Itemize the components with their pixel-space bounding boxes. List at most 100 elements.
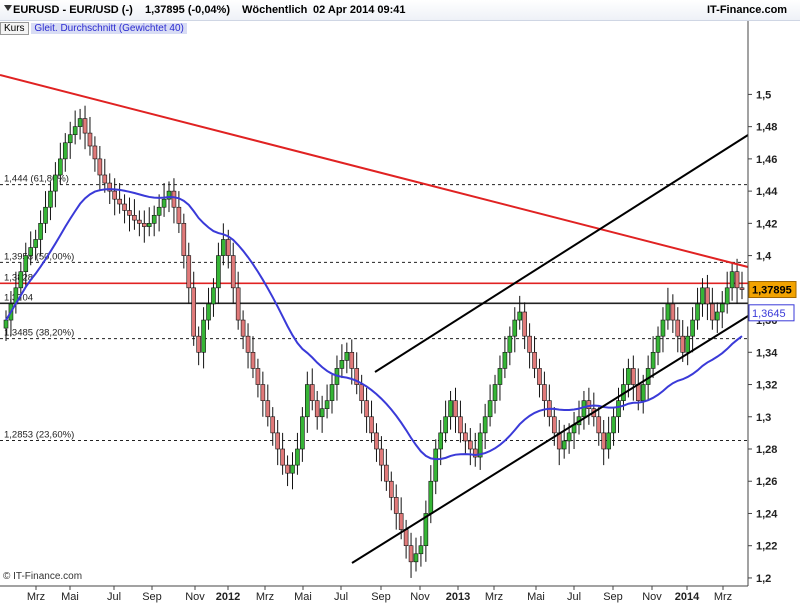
candle-body (428, 480, 434, 514)
candle-body (235, 287, 241, 321)
candle-body (626, 368, 631, 385)
candle-body (581, 400, 587, 418)
candle-body (482, 416, 488, 434)
candle-body (58, 158, 63, 176)
last-price-badge (748, 281, 797, 299)
candle-body (710, 303, 715, 321)
candle-body (680, 335, 686, 353)
candle-body (522, 311, 527, 337)
candle-body (685, 335, 690, 353)
candle-body (472, 448, 478, 458)
y-tick-label: 1,46 (756, 154, 777, 166)
candle-body (166, 190, 172, 200)
x-tick-label: Mrz (485, 591, 503, 603)
candle-body (596, 416, 602, 434)
candle-body (413, 553, 419, 563)
x-tick-label: Mai (294, 591, 312, 603)
candle-body (309, 384, 315, 401)
candle-body (487, 400, 493, 418)
candle-body (349, 351, 355, 369)
candle-body (62, 142, 68, 160)
candle-body (660, 319, 666, 337)
candle-body (601, 432, 606, 450)
candle-body (102, 174, 108, 184)
legend-moving-average[interactable]: Gleit. Durchschnitt (Gewichtet 40) (31, 23, 187, 34)
candle-body (705, 287, 710, 305)
candle-body (112, 190, 117, 200)
candle-body (388, 480, 394, 498)
candle-body (3, 319, 9, 329)
x-tick-label: Mrz (256, 591, 274, 603)
candle-body (230, 255, 236, 289)
symbol-dropdown-icon[interactable] (4, 5, 12, 11)
symbol-title[interactable]: EURUSD - EUR/USD (-) (13, 4, 133, 16)
candle-body (156, 206, 162, 216)
candle-body (18, 271, 24, 289)
candle-body (635, 384, 641, 401)
candle-body (670, 303, 676, 321)
y-tick-label: 1,24 (756, 508, 778, 520)
candle-body (344, 351, 350, 361)
candle-body (48, 190, 53, 208)
candle-body (216, 255, 221, 289)
candle-body (408, 545, 414, 563)
candle-body (690, 319, 695, 337)
candle-body (403, 529, 409, 547)
y-tick-label: 1,44 (756, 186, 778, 198)
candle-body (561, 440, 567, 450)
candle-body (275, 432, 280, 450)
candle-body (650, 351, 656, 369)
candle-body (146, 223, 152, 227)
candle-body (463, 432, 468, 442)
x-tick-label: Sep (603, 591, 623, 603)
candle-body (53, 174, 58, 192)
candle-body (201, 319, 206, 353)
candle-body (319, 408, 325, 418)
y-tick-label: 1,22 (756, 541, 777, 553)
candle-body (280, 448, 285, 466)
moving-average-line (5, 188, 743, 461)
candle-body (245, 335, 251, 353)
candle-body (43, 206, 48, 224)
candle-body (329, 384, 335, 401)
candle-body (117, 198, 122, 205)
y-tick-label: 1,3 (756, 412, 771, 424)
candle-body (211, 287, 216, 305)
candle-body (448, 400, 453, 418)
candle-body (151, 214, 157, 224)
candle-body (398, 513, 404, 530)
last-price-label: 1,37895 (752, 285, 792, 297)
channel-upper-line (374, 134, 749, 373)
candle-body (23, 255, 29, 273)
candle-body (176, 206, 182, 224)
candle-body (72, 126, 78, 136)
candle-body (206, 303, 211, 321)
candle-body (305, 384, 310, 418)
candle-body (132, 214, 137, 221)
candle-body (497, 368, 503, 385)
candle-body (606, 432, 611, 450)
x-tick-label: 2013 (446, 591, 470, 603)
candle-body (92, 145, 98, 160)
y-tick-label: 1,4 (756, 251, 772, 263)
y-tick-label: 1,42 (756, 218, 777, 230)
candle-body (67, 134, 73, 144)
candle-body (418, 545, 424, 555)
candle-body (423, 513, 429, 547)
y-tick-label: 1,2 (756, 573, 771, 585)
candle-body (566, 432, 572, 442)
candle-body (77, 118, 83, 127)
candle-body (28, 247, 33, 256)
candle-body (477, 432, 483, 458)
candle-body (181, 223, 187, 256)
candle-body (191, 287, 197, 337)
y-tick-label: 1,5 (756, 89, 771, 101)
candle-body (221, 239, 226, 256)
candle-body (724, 287, 730, 305)
candle-body (295, 448, 300, 466)
candle-body (240, 319, 246, 337)
datetime-label: 02 Apr 2014 09:41 (313, 4, 406, 16)
legend-price[interactable]: Kurs (0, 22, 29, 35)
candle-body (122, 203, 127, 211)
